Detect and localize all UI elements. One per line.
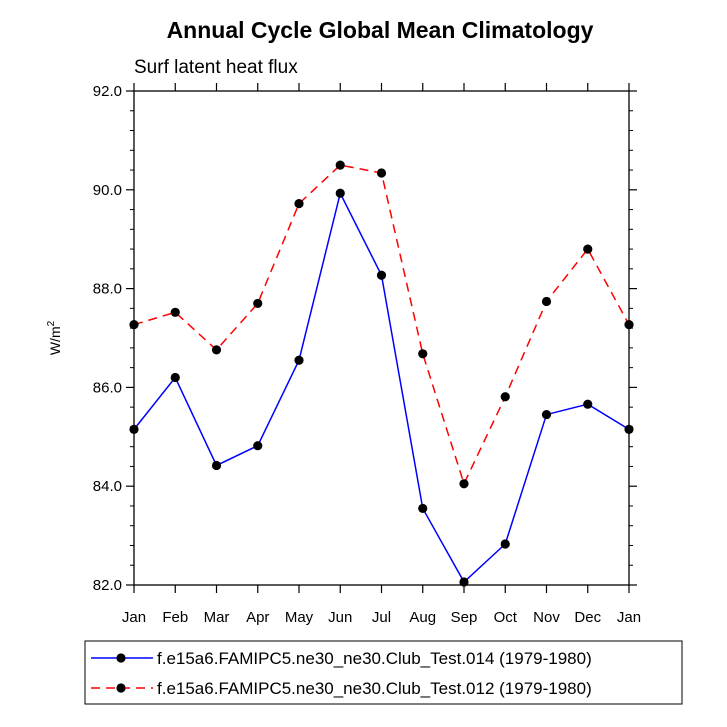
- series-2-point: [541, 296, 552, 307]
- series-1-point: [129, 424, 139, 434]
- x-tick-label: Apr: [246, 609, 269, 626]
- series-2-point: [335, 160, 345, 170]
- legend: f.e15a6.FAMIPC5.ne30_ne30.Club_Test.014 …: [84, 640, 683, 705]
- series-1-point: [376, 270, 387, 280]
- y-axis-label: W/m2: [46, 320, 63, 355]
- series-1-point: [418, 503, 428, 514]
- legend-marker-1: [116, 653, 126, 663]
- series-2-point: [294, 199, 304, 209]
- plot-area: [133, 90, 630, 586]
- series-line-1: [133, 191, 630, 584]
- chart-subtitle: Surf latent heat flux: [134, 57, 298, 78]
- series-1-point: [335, 188, 345, 198]
- x-tick-label: Dec: [574, 609, 601, 626]
- y-tick-label: 88.0: [93, 281, 122, 298]
- series-2-point: [500, 392, 510, 402]
- series-2-point: [418, 349, 428, 359]
- series-2-point: [170, 307, 180, 317]
- y-tick-label: 82.0: [93, 577, 122, 594]
- x-tick-label: Nov: [533, 609, 560, 626]
- x-tick-label: Jan: [122, 609, 146, 626]
- series-1-point: [624, 424, 634, 434]
- legend-label-1: f.e15a6.FAMIPC5.ne30_ne30.Club_Test.014 …: [157, 649, 592, 668]
- series-line-2: [133, 164, 630, 486]
- y-axis: 82.0 84.0 86.0 88.0 90.0 92.0: [93, 83, 637, 594]
- plot-border: [133, 90, 630, 586]
- series-2-point: [583, 244, 593, 254]
- legend-label-2: f.e15a6.FAMIPC5.ne30_ne30.Club_Test.012 …: [157, 679, 592, 698]
- series-1-point: [170, 372, 180, 383]
- series-2-point: [253, 298, 263, 309]
- x-tick-label: Oct: [494, 609, 518, 626]
- series-2-point: [211, 345, 222, 355]
- series-2-point: [129, 320, 139, 330]
- x-axis: Jan Feb Mar Apr May Jun Jul Aug Sep Oct Nov Dec Jan: [122, 83, 641, 626]
- y-axis-label-superscript: 2: [46, 320, 57, 326]
- legend-box: [84, 640, 683, 705]
- series-2-point: [376, 168, 387, 178]
- series-1-point: [253, 441, 263, 451]
- x-tick-label: Mar: [204, 609, 230, 626]
- y-tick-label: 84.0: [93, 478, 122, 495]
- series-1-point: [500, 539, 510, 549]
- series-1-point: [211, 460, 222, 471]
- x-tick-label: Aug: [409, 609, 436, 626]
- x-tick-label: Jul: [372, 609, 391, 626]
- legend-marker-2: [116, 683, 126, 693]
- x-tick-label: Feb: [162, 609, 188, 626]
- y-tick-label: 90.0: [93, 182, 122, 199]
- chart-title: Annual Cycle Global Mean Climatology: [167, 17, 594, 43]
- x-tick-label: Jan: [617, 609, 641, 626]
- series-2-point: [459, 479, 469, 489]
- series-1-point: [583, 399, 593, 409]
- series-1-point: [459, 577, 469, 587]
- x-tick-label: Sep: [451, 609, 478, 626]
- series-1-point: [541, 409, 552, 420]
- series-layer: [129, 160, 634, 587]
- x-tick-label: Jun: [328, 609, 352, 626]
- y-axis-label-text: W/m: [47, 326, 63, 355]
- x-tick-label: May: [285, 609, 314, 626]
- y-tick-label: 92.0: [93, 83, 122, 100]
- series-1-point: [294, 355, 304, 365]
- y-tick-label: 86.0: [93, 379, 122, 396]
- series-2-point: [624, 320, 634, 330]
- svg-text:W/m2: W/m2: [46, 320, 63, 355]
